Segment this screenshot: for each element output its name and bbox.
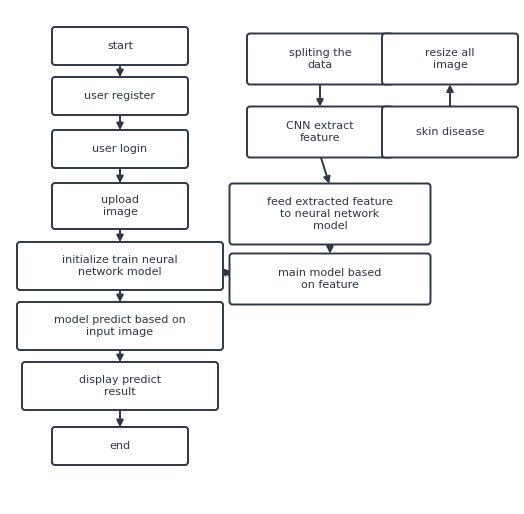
Text: initialize train neural
network model: initialize train neural network model	[62, 255, 178, 277]
FancyBboxPatch shape	[52, 427, 188, 465]
FancyBboxPatch shape	[230, 183, 431, 245]
FancyBboxPatch shape	[52, 27, 188, 65]
Text: model predict based on
input image: model predict based on input image	[54, 315, 186, 337]
Text: upload
image: upload image	[101, 195, 139, 217]
FancyBboxPatch shape	[230, 253, 431, 304]
Text: display predict
result: display predict result	[79, 375, 161, 397]
Text: spliting the
data: spliting the data	[289, 48, 351, 70]
FancyBboxPatch shape	[382, 33, 518, 84]
Text: resize all
image: resize all image	[425, 48, 475, 70]
FancyBboxPatch shape	[52, 130, 188, 168]
FancyBboxPatch shape	[247, 33, 393, 84]
FancyBboxPatch shape	[17, 302, 223, 350]
Text: end: end	[110, 441, 130, 451]
Text: start: start	[107, 41, 133, 51]
FancyBboxPatch shape	[52, 77, 188, 115]
Text: skin disease: skin disease	[416, 127, 484, 137]
Text: user login: user login	[92, 144, 148, 154]
FancyBboxPatch shape	[17, 242, 223, 290]
FancyBboxPatch shape	[247, 106, 393, 157]
Text: main model based
on feature: main model based on feature	[278, 268, 381, 290]
Text: CNN extract
feature: CNN extract feature	[286, 121, 354, 143]
Text: user register: user register	[84, 91, 156, 101]
FancyBboxPatch shape	[52, 183, 188, 229]
FancyBboxPatch shape	[22, 362, 218, 410]
Text: feed extracted feature
to neural network
model: feed extracted feature to neural network…	[267, 197, 393, 231]
FancyBboxPatch shape	[382, 106, 518, 157]
